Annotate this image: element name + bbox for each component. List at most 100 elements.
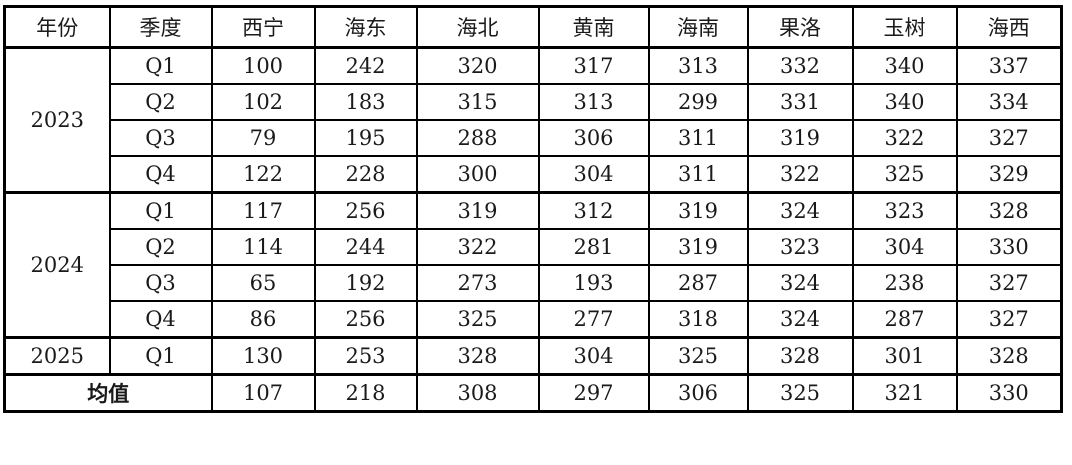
- value-cell: 332: [746, 46, 854, 85]
- value-cell: 256: [313, 191, 418, 230]
- summary-value-cell: 308: [415, 373, 540, 413]
- value-cell: 319: [647, 228, 749, 266]
- value-cell: 100: [210, 46, 316, 85]
- value-cell: 304: [537, 336, 650, 376]
- summary-value-cell: 218: [313, 373, 418, 413]
- table-row: Q3 65 192 273 193 287 324 238 327: [5, 264, 1063, 302]
- quarter-cell: Q4: [108, 300, 213, 339]
- value-cell: 337: [955, 46, 1063, 85]
- value-cell: 256: [313, 300, 418, 339]
- value-cell: 315: [415, 83, 540, 121]
- value-cell: 318: [647, 300, 749, 339]
- value-cell: 331: [746, 83, 854, 121]
- value-cell: 324: [746, 191, 854, 230]
- value-cell: 304: [537, 155, 650, 194]
- value-cell: 313: [647, 46, 749, 85]
- value-cell: 313: [537, 83, 650, 121]
- table-row: Q3 79 195 288 306 311 319 322 327: [5, 119, 1063, 157]
- value-cell: 238: [851, 264, 958, 302]
- value-cell: 193: [537, 264, 650, 302]
- quarter-cell: Q2: [108, 83, 213, 121]
- value-cell: 228: [313, 155, 418, 194]
- value-cell: 288: [415, 119, 540, 157]
- value-cell: 281: [537, 228, 650, 266]
- value-cell: 322: [746, 155, 854, 194]
- value-cell: 328: [955, 191, 1063, 230]
- value-cell: 319: [647, 191, 749, 230]
- quarter-cell: Q4: [108, 155, 213, 194]
- value-cell: 327: [955, 264, 1063, 302]
- col-header-haidong: 海东: [313, 5, 418, 49]
- table-row: 2024 Q1 117 256 319 312 319 324 323 328: [3, 191, 1063, 339]
- quarter-cell: Q1: [108, 46, 213, 85]
- value-cell: 324: [746, 300, 854, 339]
- year-cell-2024: 2024: [3, 191, 111, 339]
- year-cell-2025: 2025: [3, 336, 111, 376]
- value-cell: 327: [955, 119, 1063, 157]
- value-cell: 244: [313, 228, 418, 266]
- table-row: 2023 Q1 100 242 320 317 313 332 340 337: [3, 46, 1063, 194]
- quarter-cell: Q1: [108, 191, 213, 230]
- col-header-guoluo: 果洛: [746, 5, 854, 49]
- value-cell: 65: [210, 264, 316, 302]
- summary-value-cell: 306: [647, 373, 749, 413]
- value-cell: 304: [851, 228, 958, 266]
- value-cell: 192: [313, 264, 418, 302]
- summary-label: 均值: [3, 373, 213, 413]
- quarterly-region-table: 年份 季度 西宁 海东 海北 黄南 海南 果洛 玉树 海西 2023 Q1 10…: [3, 5, 1063, 413]
- value-cell: 334: [955, 83, 1063, 121]
- value-cell: 312: [537, 191, 650, 230]
- col-header-year: 年份: [3, 5, 111, 49]
- col-header-haixi: 海西: [955, 5, 1063, 49]
- value-cell: 311: [647, 155, 749, 194]
- value-cell: 287: [851, 300, 958, 339]
- value-cell: 242: [313, 46, 418, 85]
- value-cell: 114: [210, 228, 316, 266]
- year-cell-2023: 2023: [3, 46, 111, 194]
- col-header-yushu: 玉树: [851, 5, 958, 49]
- value-cell: 311: [647, 119, 749, 157]
- value-cell: 323: [851, 191, 958, 230]
- value-cell: 195: [313, 119, 418, 157]
- value-cell: 340: [851, 83, 958, 121]
- value-cell: 320: [415, 46, 540, 85]
- value-cell: 122: [210, 155, 316, 194]
- value-cell: 319: [746, 119, 854, 157]
- table-row: Q2 114 244 322 281 319 323 304 330: [5, 228, 1063, 266]
- summary-value-cell: 325: [746, 373, 854, 413]
- summary-value-cell: 330: [955, 373, 1063, 413]
- value-cell: 130: [210, 336, 316, 376]
- table-row: Q2 102 183 315 313 299 331 340 334: [5, 83, 1063, 121]
- value-cell: 183: [313, 83, 418, 121]
- summary-value-cell: 297: [537, 373, 650, 413]
- value-cell: 86: [210, 300, 316, 339]
- value-cell: 328: [955, 336, 1063, 376]
- value-cell: 79: [210, 119, 316, 157]
- value-cell: 323: [746, 228, 854, 266]
- col-header-quarter: 季度: [108, 5, 213, 49]
- summary-row: 均值 107 218 308 297 306 325 321 330: [3, 373, 1063, 413]
- value-cell: 300: [415, 155, 540, 194]
- quarter-cell: Q2: [108, 228, 213, 266]
- value-cell: 327: [955, 300, 1063, 339]
- table-row: Q4 86 256 325 277 318 324 287 327: [5, 300, 1063, 339]
- quarter-cell: Q3: [108, 119, 213, 157]
- header-row: 年份 季度 西宁 海东 海北 黄南 海南 果洛 玉树 海西: [3, 5, 1063, 49]
- value-cell: 253: [313, 336, 418, 376]
- value-cell: 277: [537, 300, 650, 339]
- value-cell: 273: [415, 264, 540, 302]
- value-cell: 322: [415, 228, 540, 266]
- value-cell: 306: [537, 119, 650, 157]
- value-cell: 325: [851, 155, 958, 194]
- col-header-haibei: 海北: [415, 5, 540, 49]
- col-header-hainan: 海南: [647, 5, 749, 49]
- value-cell: 299: [647, 83, 749, 121]
- table-row: Q4 122 228 300 304 311 322 325 329: [5, 155, 1063, 194]
- value-cell: 301: [851, 336, 958, 376]
- value-cell: 328: [415, 336, 540, 376]
- col-header-xining: 西宁: [210, 5, 316, 49]
- value-cell: 340: [851, 46, 958, 85]
- summary-value-cell: 321: [851, 373, 958, 413]
- value-cell: 319: [415, 191, 540, 230]
- value-cell: 325: [415, 300, 540, 339]
